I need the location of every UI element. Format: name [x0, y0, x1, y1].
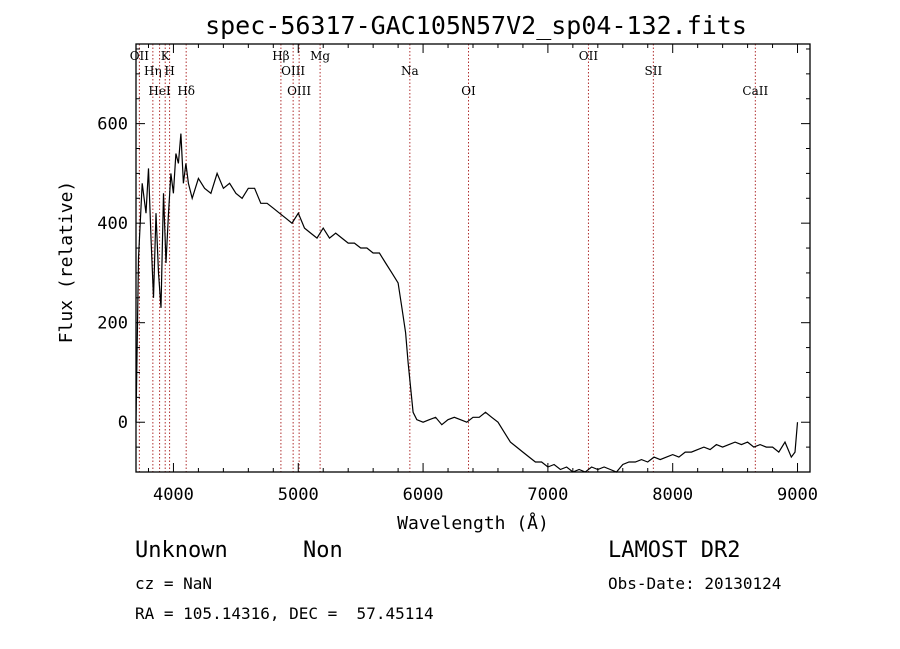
- spectrum-line: [135, 133, 799, 473]
- line-label: OI: [461, 84, 476, 98]
- object-subclass: Non: [303, 538, 343, 563]
- chart-title: spec-56317-GAC105N57V2_sp04-132.fits: [205, 11, 747, 40]
- x-axis-label: Wavelength (Å): [397, 512, 549, 534]
- line-label: Hδ: [177, 84, 195, 98]
- x-tick-label: 8000: [652, 485, 693, 505]
- line-label: HeI: [148, 84, 171, 98]
- y-tick-label: 200: [97, 314, 128, 334]
- y-axis: 0 200 400 600: [97, 48, 810, 473]
- survey-name: LAMOST DR2: [608, 538, 741, 563]
- y-tick-label: 0: [118, 413, 128, 433]
- line-label: OIII: [287, 84, 311, 98]
- x-tick-label: 5000: [278, 485, 319, 505]
- x-tick-label: 4000: [153, 485, 194, 505]
- line-label: Mg: [310, 49, 330, 63]
- plot-frame: [135, 43, 811, 473]
- object-class: Unknown: [135, 538, 228, 563]
- y-axis-label: Flux (relative): [56, 181, 77, 344]
- line-label: K: [161, 49, 171, 63]
- line-label: CaII: [742, 84, 768, 98]
- coordinates: RA = 105.14316, DEC = 57.45114: [135, 604, 434, 623]
- line-label: Hη: [144, 64, 162, 78]
- line-label: Na: [401, 64, 419, 78]
- line-label: Hβ: [272, 49, 289, 63]
- x-tick-label: 9000: [777, 485, 818, 505]
- line-label: OII: [130, 49, 150, 63]
- x-tick-label: 7000: [527, 485, 568, 505]
- observation-date: Obs-Date: 20130124: [608, 574, 782, 593]
- y-tick-label: 400: [97, 214, 128, 234]
- redshift-value: cz = NaN: [135, 574, 213, 593]
- line-label: H: [164, 64, 174, 78]
- y-tick-label: 600: [97, 115, 128, 135]
- line-label: OII: [579, 49, 599, 63]
- x-axis: 4000 5000 6000 7000 8000 9000: [147, 44, 818, 505]
- line-label: OIII: [281, 64, 305, 78]
- line-label: SII: [645, 64, 663, 78]
- x-tick-label: 6000: [403, 485, 444, 505]
